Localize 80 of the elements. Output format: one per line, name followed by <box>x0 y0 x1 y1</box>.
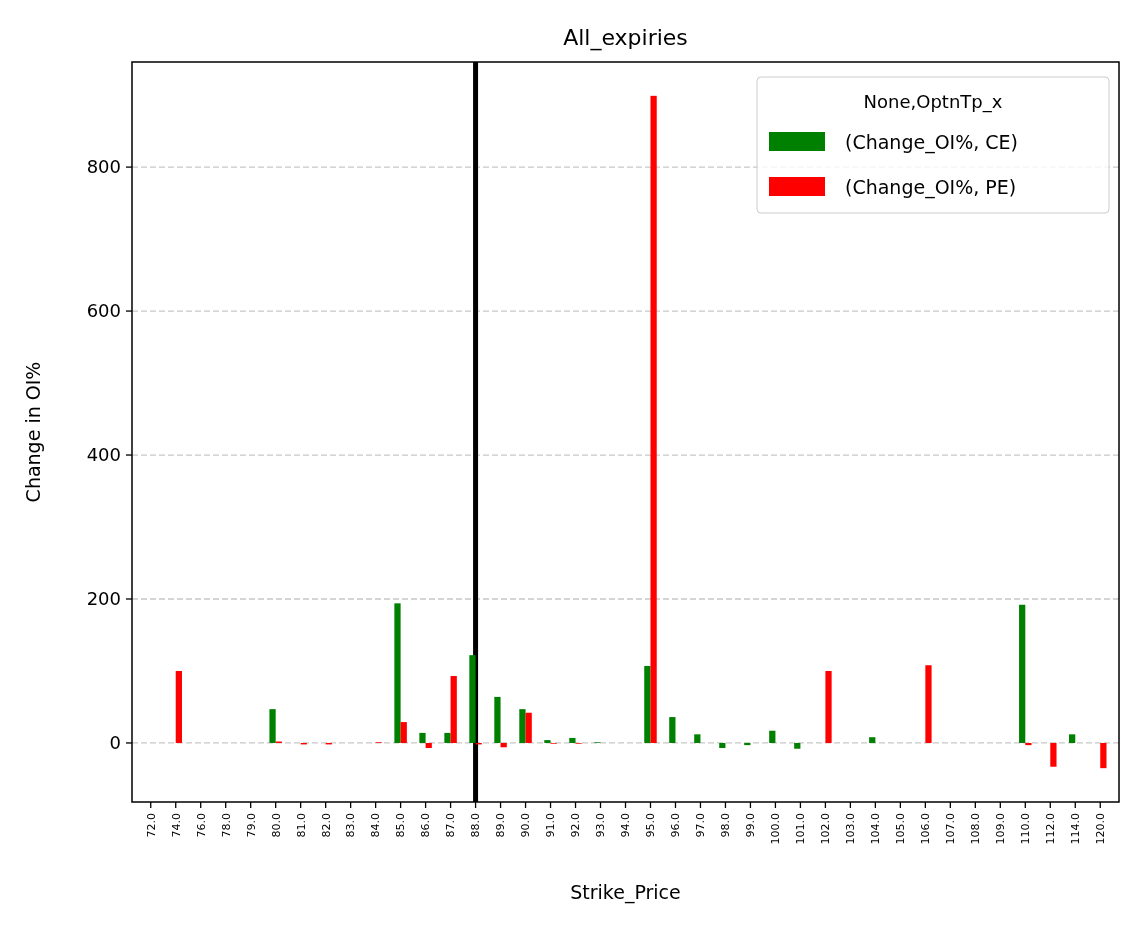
y-tick-label: 0 <box>109 732 121 754</box>
x-tick-label: 96.0 <box>669 813 683 838</box>
y-tick-label: 400 <box>86 444 121 466</box>
bar <box>394 603 401 743</box>
x-tick-label: 88.0 <box>469 813 483 838</box>
x-tick-label: 112.0 <box>1044 813 1058 845</box>
x-tick-label: 83.0 <box>344 813 358 838</box>
bar <box>769 730 776 743</box>
x-tick-label: 87.0 <box>444 813 458 838</box>
x-axis-title: Strike_Price <box>570 881 681 904</box>
x-tick-label: 109.0 <box>994 813 1008 845</box>
bar <box>400 722 407 743</box>
x-tick-label: 101.0 <box>794 813 808 845</box>
bar <box>525 712 532 743</box>
legend-title: None,OptnTp_x <box>863 91 1003 113</box>
x-tick-label: 102.0 <box>819 813 833 845</box>
bar <box>825 670 832 743</box>
x-tick-label: 81.0 <box>294 813 308 838</box>
bar <box>1025 742 1032 746</box>
bar <box>650 95 657 743</box>
legend-label: (Change_OI%, CE) <box>845 130 1019 154</box>
bar <box>419 732 426 743</box>
x-tick-label: 100.0 <box>769 813 783 845</box>
x-tick-label: 80.0 <box>269 813 283 838</box>
bar <box>519 709 526 743</box>
bar <box>494 696 501 743</box>
x-tick-label: 110.0 <box>1019 813 1033 845</box>
x-tick-label: 97.0 <box>694 813 708 838</box>
x-tick-label: 94.0 <box>619 813 633 838</box>
x-tick-label: 98.0 <box>719 813 733 838</box>
x-tick-label: 85.0 <box>394 813 408 838</box>
bar <box>1069 734 1076 743</box>
bar <box>269 709 276 743</box>
x-tick-label: 95.0 <box>644 813 658 838</box>
y-tick-label: 600 <box>86 300 121 322</box>
bar <box>444 732 451 743</box>
chart-title: All_expiries <box>563 25 688 51</box>
x-tick-label: 89.0 <box>494 813 508 838</box>
x-tick-label: 92.0 <box>569 813 583 838</box>
x-tick-label: 93.0 <box>594 813 608 838</box>
bar <box>644 665 651 743</box>
x-tick-label: 76.0 <box>194 813 208 838</box>
x-tick-label: 78.0 <box>219 813 233 838</box>
x-tick-label: 104.0 <box>869 813 883 845</box>
x-tick-label: 114.0 <box>1069 813 1083 845</box>
x-tick-label: 120.0 <box>1094 813 1108 845</box>
x-tick-label: 86.0 <box>419 813 433 838</box>
y-tick-label: 800 <box>86 156 121 178</box>
bar <box>794 742 801 749</box>
bar <box>425 742 432 749</box>
bar <box>469 655 476 743</box>
x-tick-label: 91.0 <box>544 813 558 838</box>
bar <box>1100 742 1107 769</box>
x-tick-label: 108.0 <box>969 813 983 845</box>
bar <box>1019 604 1026 743</box>
bar <box>175 670 182 743</box>
bar <box>544 740 551 743</box>
bar <box>450 676 457 743</box>
x-tick-label: 105.0 <box>894 813 908 845</box>
bar <box>694 734 701 743</box>
bar <box>569 737 576 743</box>
legend-label: (Change_OI%, PE) <box>845 175 1017 199</box>
x-tick-label: 99.0 <box>744 813 758 838</box>
x-tick-label: 103.0 <box>844 813 858 845</box>
y-tick-label: 200 <box>86 588 121 610</box>
bar <box>869 737 876 743</box>
x-tick-label: 107.0 <box>944 813 958 845</box>
x-tick-label: 72.0 <box>144 813 158 838</box>
bar <box>669 717 676 743</box>
bar <box>1050 742 1057 767</box>
x-tick-label: 106.0 <box>919 813 933 845</box>
bar <box>719 742 726 749</box>
y-axis-title: Change in OI% <box>22 361 44 503</box>
bar <box>925 665 932 743</box>
x-tick-label: 84.0 <box>369 813 383 838</box>
x-tick-label: 82.0 <box>319 813 333 838</box>
x-tick-label: 79.0 <box>244 813 258 838</box>
x-tick-label: 90.0 <box>519 813 533 838</box>
x-tick-label: 74.0 <box>169 813 183 838</box>
bar <box>744 742 751 746</box>
